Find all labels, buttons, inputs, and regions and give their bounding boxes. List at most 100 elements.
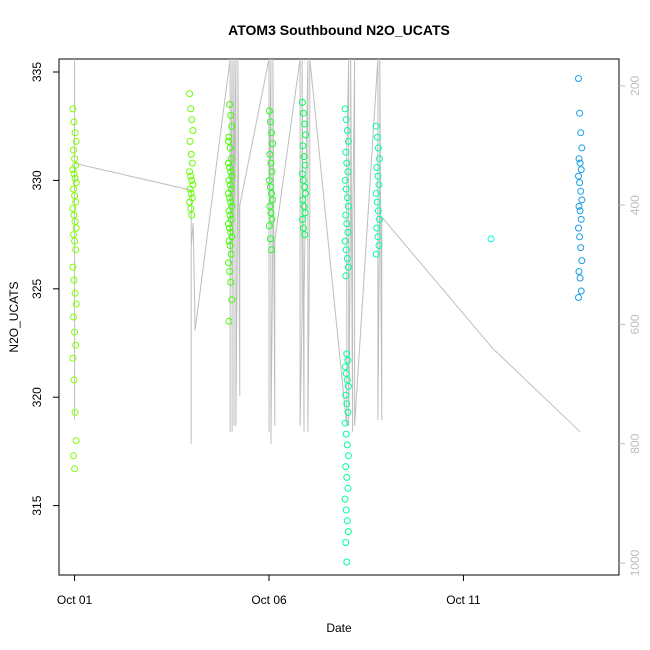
data-point [343, 127, 351, 134]
data-point [187, 189, 195, 197]
data-point [342, 506, 350, 514]
data-point [71, 408, 79, 416]
data-point [341, 363, 349, 371]
data-point [71, 328, 79, 336]
data-point [576, 179, 584, 187]
data-point [226, 101, 234, 108]
data-point [373, 163, 381, 171]
data-point [268, 215, 276, 223]
data-point [343, 255, 351, 262]
data-point [342, 116, 350, 124]
data-point [343, 517, 351, 525]
data-point [301, 183, 309, 191]
data-point [575, 75, 582, 82]
data-point [372, 250, 380, 258]
data-point [72, 137, 80, 145]
data-point [344, 408, 352, 416]
data-point [268, 246, 275, 254]
data-point [226, 224, 234, 232]
data-point [70, 376, 78, 384]
data-point [342, 539, 350, 546]
y2-tick-label: 800 [628, 433, 642, 453]
data-point [344, 168, 352, 176]
data-point [342, 391, 350, 399]
data-point [343, 558, 351, 566]
data-point [376, 215, 383, 223]
data-point [373, 133, 381, 141]
data-point [341, 419, 349, 427]
data-point [187, 150, 195, 158]
data-point [71, 289, 79, 297]
data-point [187, 172, 195, 180]
data-point [344, 356, 352, 364]
data-point [188, 176, 196, 184]
data-point [343, 400, 351, 408]
data-point [71, 192, 79, 200]
data-point [225, 189, 232, 197]
data-point [298, 98, 306, 106]
data-point [265, 107, 273, 115]
data-point [374, 207, 382, 215]
data-point [575, 202, 583, 210]
data-point [343, 350, 351, 358]
x-tick-label: Oct 01 [57, 593, 93, 607]
data-point [301, 161, 309, 169]
data-point [298, 215, 306, 223]
data-point [266, 150, 274, 158]
data-point [372, 122, 380, 130]
data-point [341, 105, 349, 113]
data-point [72, 341, 80, 349]
data-point [343, 376, 351, 384]
data-point [342, 430, 350, 438]
data-point [71, 155, 79, 163]
data-point [343, 441, 351, 449]
data-point [373, 198, 381, 206]
data-point [186, 137, 194, 145]
data-point [225, 259, 232, 267]
data-point [187, 105, 195, 113]
data-point [265, 222, 273, 230]
data-point [227, 250, 235, 258]
data-point [228, 122, 236, 130]
data-point [227, 168, 235, 176]
data-point [72, 198, 80, 206]
data-point [226, 163, 234, 171]
data-point [342, 148, 350, 156]
data-point [225, 220, 232, 228]
data-point [578, 144, 586, 152]
data-point [576, 207, 584, 215]
data-point [266, 183, 274, 191]
data-point [189, 181, 197, 189]
y2-tick-label: 1000 [628, 549, 642, 576]
y-axis-label: N2O_UCATS [7, 281, 21, 352]
data-point [301, 209, 309, 217]
data-point [225, 207, 233, 215]
data-point [72, 437, 80, 445]
y-tick-label: 325 [30, 278, 44, 298]
data-point [302, 131, 310, 139]
data-point [72, 224, 80, 232]
data-point [70, 313, 77, 321]
data-point [343, 220, 351, 228]
data-point [298, 170, 306, 178]
data-point [577, 129, 585, 137]
data-point [225, 133, 233, 141]
data-point [299, 196, 307, 204]
x-tick-label: Oct 06 [251, 593, 287, 607]
data-point [578, 257, 586, 265]
data-point [226, 211, 234, 219]
data-point [576, 274, 584, 282]
data-point [225, 159, 232, 167]
data-point [575, 268, 583, 275]
data-point [299, 109, 307, 117]
data-point [299, 176, 307, 184]
data-point [225, 176, 233, 184]
data-point [266, 118, 274, 126]
data-point [299, 224, 307, 232]
data-point [343, 159, 351, 167]
data-point [186, 185, 194, 193]
data-point [269, 140, 277, 148]
data-point [374, 172, 382, 180]
data-point [299, 142, 307, 150]
data-point [576, 159, 584, 167]
